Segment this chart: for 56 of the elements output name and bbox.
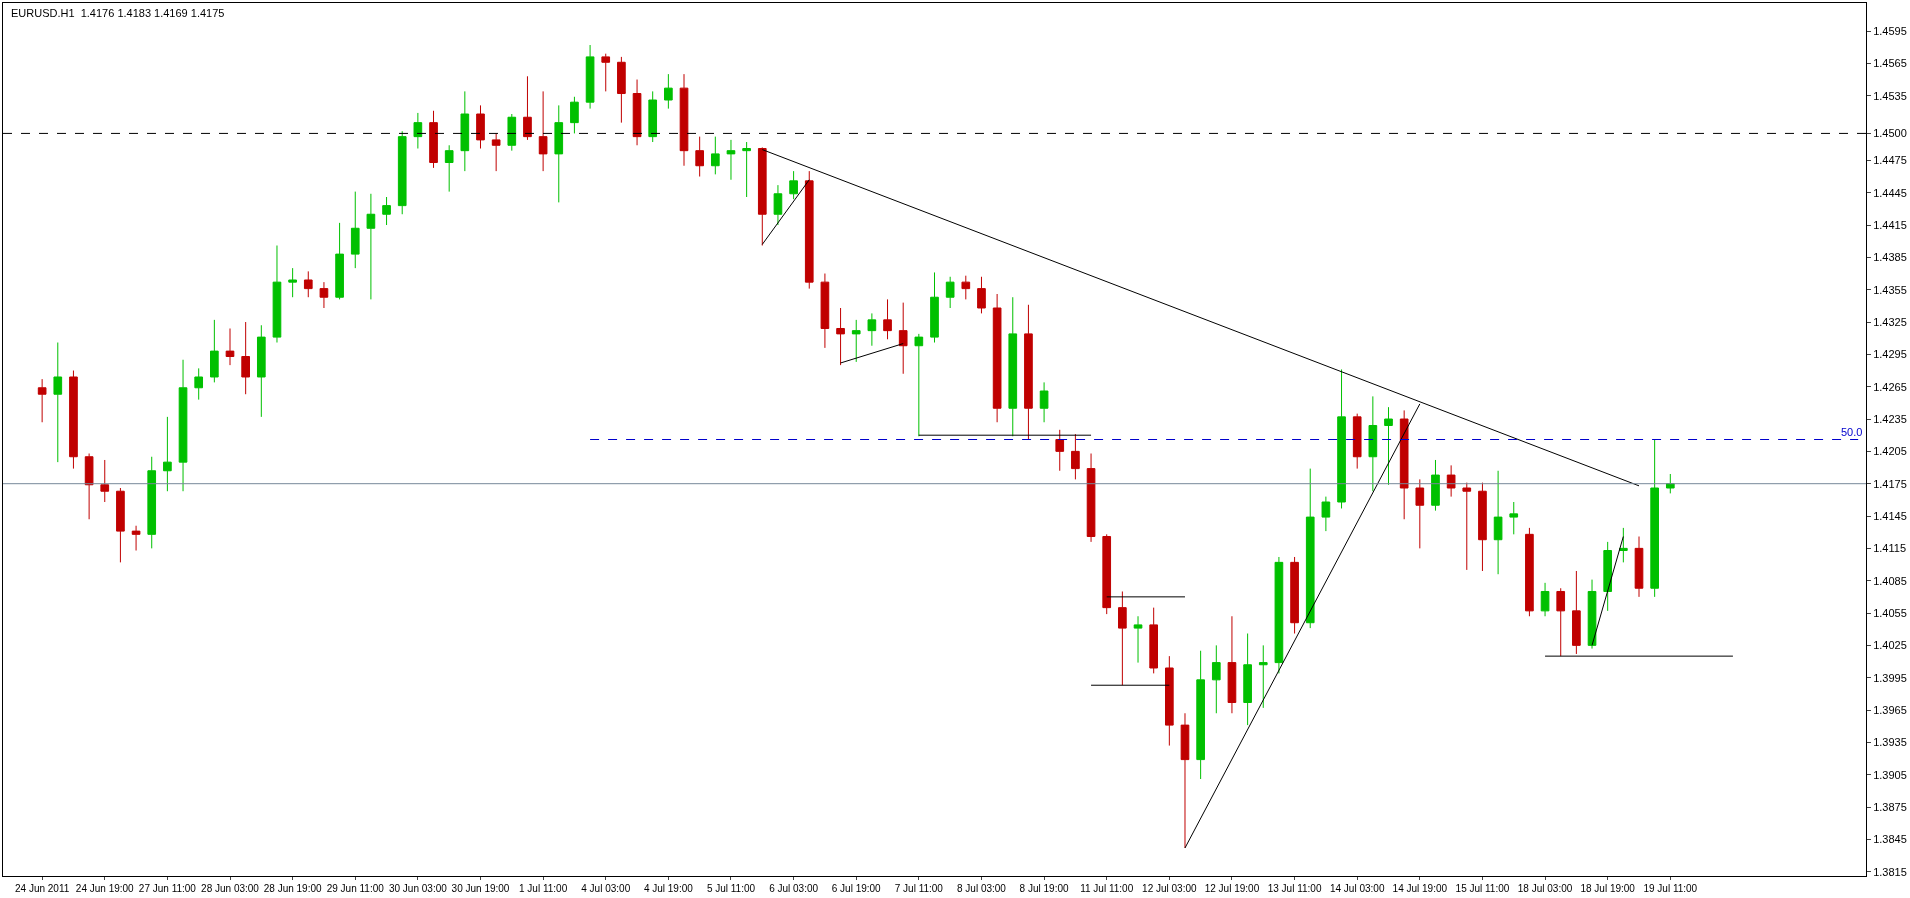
- y-tick-label: 1.4595: [1873, 24, 1907, 37]
- x-tick-label: 4 Jul 19:00: [643, 883, 694, 894]
- y-tick-label: 1.4295: [1873, 348, 1907, 361]
- x-tick-label: 19 Jul 11:00: [1643, 883, 1698, 894]
- x-tick-label: 1 Jul 11:00: [519, 883, 568, 894]
- x-tick-label: 6 Jul 19:00: [831, 883, 882, 894]
- x-tick-label: 24 Jun 2011: [14, 883, 70, 894]
- chart-title: EURUSD.H1 1.4176 1.4183 1.4169 1.4175: [11, 7, 225, 19]
- y-tick-label: 1.4325: [1873, 315, 1907, 328]
- x-tick-label: 30 Jun 03:00: [388, 883, 448, 894]
- x-tick-label: 27 Jun 11:00: [138, 883, 197, 894]
- x-tick-label: 28 Jun 03:00: [201, 883, 260, 894]
- x-tick-label: 30 Jun 19:00: [451, 883, 510, 894]
- x-tick-label: 4 Jul 03:00: [581, 883, 631, 894]
- y-tick-label: 1.4025: [1873, 639, 1907, 652]
- y-tick-label: 1.4385: [1873, 251, 1907, 264]
- y-tick-label: 1.3815: [1873, 865, 1907, 878]
- y-tick-label: 1.4535: [1873, 89, 1907, 102]
- y-tick-label: 1.3935: [1873, 736, 1907, 749]
- x-tick-label: 24 Jun 19:00: [75, 883, 135, 894]
- y-tick-label: 1.4475: [1873, 154, 1907, 167]
- y-tick-label: 1.4565: [1873, 57, 1907, 70]
- y-tick-label: 1.3875: [1873, 800, 1907, 813]
- y-tick-label: 1.4145: [1873, 509, 1907, 522]
- x-tick-label: 8 Jul 19:00: [1019, 883, 1069, 894]
- y-tick-label: 1.4355: [1873, 283, 1907, 296]
- y-tick-label: 1.4235: [1873, 412, 1907, 425]
- y-tick-label: 1.4265: [1873, 380, 1907, 393]
- y-tick-label: 1.4205: [1873, 445, 1907, 458]
- x-tick-label: 6 Jul 03:00: [769, 883, 819, 894]
- x-tick-label: 28 Jun 19:00: [263, 883, 322, 894]
- y-tick-label: 1.4115: [1873, 542, 1907, 555]
- y-tick-label: 1.3995: [1873, 671, 1907, 684]
- x-tick-label: 15 Jul 11:00: [1455, 883, 1510, 894]
- x-tick-label: 18 Jul 03:00: [1517, 883, 1573, 894]
- y-tick-label: 1.3845: [1873, 833, 1907, 846]
- x-tick-label: 18 Jul 19:00: [1580, 883, 1636, 894]
- y-tick-label: 1.4500: [1873, 127, 1907, 140]
- y-tick-label: 1.3905: [1873, 768, 1907, 781]
- y-tick-label: 1.4415: [1873, 218, 1907, 231]
- x-tick-label: 14 Jul 03:00: [1329, 883, 1385, 894]
- y-tick-label: 1.4085: [1873, 574, 1907, 587]
- x-tick-label: 29 Jun 11:00: [326, 883, 385, 894]
- x-tick-label: 5 Jul 11:00: [706, 883, 756, 894]
- x-tick-label: 13 Jul 11:00: [1267, 883, 1322, 894]
- annotation: 50.0: [1841, 426, 1863, 438]
- y-tick-label: 1.4055: [1873, 606, 1907, 619]
- x-tick-label: 11 Jul 11:00: [1080, 883, 1134, 894]
- x-tick-label: 12 Jul 19:00: [1204, 883, 1260, 894]
- y-tick-label: 1.3965: [1873, 703, 1907, 716]
- y-tick-label: 1.4175: [1873, 477, 1907, 490]
- x-tick-label: 14 Jul 19:00: [1392, 883, 1448, 894]
- x-tick-label: 12 Jul 03:00: [1142, 883, 1198, 894]
- x-tick-label: 8 Jul 03:00: [957, 883, 1007, 894]
- x-tick-label: 7 Jul 11:00: [894, 883, 944, 894]
- y-tick-label: 1.4445: [1873, 186, 1907, 199]
